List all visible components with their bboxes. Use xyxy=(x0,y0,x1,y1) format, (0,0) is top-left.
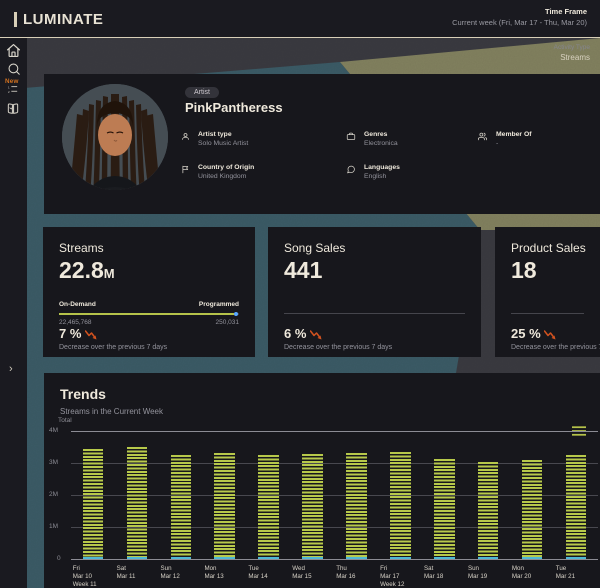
svg-text:2: 2 xyxy=(8,90,10,94)
svg-text:1: 1 xyxy=(8,85,10,89)
